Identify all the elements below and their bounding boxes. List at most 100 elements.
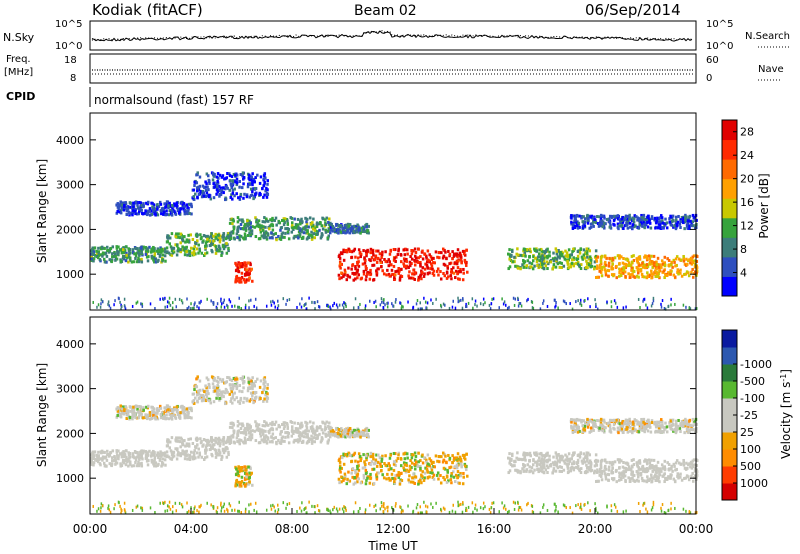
power-cell — [249, 225, 253, 229]
power-cell — [598, 222, 601, 226]
power-cell — [442, 302, 445, 306]
power-cell — [694, 219, 697, 223]
power-cell — [541, 266, 544, 270]
power-cell — [266, 219, 270, 223]
power-cell — [311, 227, 315, 231]
power-colorbar-tick-label: 24 — [740, 149, 754, 162]
power-cell — [650, 276, 653, 280]
velocity-cell — [593, 469, 596, 473]
velocity-cell — [218, 388, 221, 392]
power-cell — [111, 245, 115, 249]
velocity-cell — [166, 454, 169, 458]
power-cell — [587, 257, 591, 261]
power-cell — [311, 234, 314, 238]
power-cell — [227, 246, 230, 250]
power-cell — [655, 267, 658, 271]
power-cell — [169, 303, 172, 307]
velocity-cell — [692, 479, 695, 483]
power-cell — [108, 258, 111, 262]
velocity-cell — [247, 380, 251, 384]
power-cell — [686, 219, 690, 223]
power-cell — [183, 204, 187, 208]
power-cell — [613, 256, 617, 260]
velocity-cell — [596, 468, 599, 472]
velocity-cell — [119, 412, 122, 416]
power-cell — [694, 262, 697, 266]
power-cell — [154, 210, 157, 214]
power-cell — [397, 266, 400, 270]
velocity-cell — [552, 455, 555, 459]
power-cell — [620, 255, 623, 259]
power-cell — [354, 265, 357, 269]
power-cell — [123, 249, 127, 253]
velocity-cell — [277, 438, 280, 442]
power-cell — [204, 241, 208, 245]
power-cell — [663, 261, 666, 265]
power-cell — [581, 257, 585, 261]
power-cell — [642, 263, 646, 267]
power-cell — [624, 274, 627, 278]
power-cell — [291, 226, 294, 230]
velocity-cell — [238, 438, 241, 442]
power-cell — [463, 249, 466, 253]
velocity-cell — [640, 417, 643, 421]
power-cell — [219, 193, 223, 197]
velocity-cell — [231, 422, 234, 426]
velocity-cell — [567, 470, 570, 474]
power-cell — [380, 264, 383, 268]
power-cell — [245, 271, 248, 275]
velocity-cell — [164, 454, 167, 458]
power-cell — [643, 226, 646, 230]
velocity-cell — [523, 464, 527, 468]
power-cell — [208, 239, 212, 243]
velocity-cell — [576, 458, 580, 462]
power-cell — [230, 186, 233, 190]
power-cell — [205, 182, 208, 186]
power-cell — [157, 258, 160, 262]
velocity-cell — [165, 404, 169, 408]
power-cell — [264, 189, 267, 193]
power-cell — [653, 264, 656, 268]
power-cell — [424, 262, 427, 266]
velocity-cell — [231, 392, 235, 396]
power-cell — [275, 238, 278, 242]
power-cell — [235, 173, 239, 177]
velocity-cell — [204, 384, 207, 388]
power-cell — [646, 225, 650, 229]
power-cell — [615, 276, 618, 280]
velocity-cell — [134, 450, 137, 454]
power-cell — [152, 258, 155, 262]
power-cell — [331, 225, 335, 229]
power-cell — [396, 269, 399, 273]
power-cell — [176, 249, 179, 253]
power-cell — [261, 234, 265, 238]
power-cell — [183, 212, 187, 216]
velocity-cell — [619, 472, 622, 476]
power-cell — [211, 178, 215, 182]
power-cell — [443, 274, 447, 278]
power-cell — [632, 218, 635, 222]
power-cell — [694, 265, 697, 269]
power-cell — [253, 186, 257, 190]
power-cell — [405, 248, 409, 252]
power-cell — [264, 217, 268, 221]
velocity-cell — [341, 434, 345, 438]
power-cell — [398, 269, 401, 273]
velocity-cell — [132, 405, 135, 409]
velocity-cell — [671, 469, 674, 473]
velocity-cell — [365, 433, 369, 437]
velocity-cell — [195, 451, 199, 455]
power-cell — [542, 256, 546, 260]
velocity-cell — [694, 474, 697, 478]
velocity-cell — [579, 451, 583, 455]
power-cell — [541, 260, 544, 264]
power-cell — [327, 222, 331, 226]
power-cell — [120, 251, 124, 255]
power-cell — [391, 272, 394, 276]
velocity-cell — [655, 476, 659, 480]
power-cell — [682, 259, 686, 263]
velocity-cell — [144, 456, 148, 460]
power-cell — [225, 241, 228, 245]
velocity-cell — [190, 416, 193, 420]
power-cell — [580, 255, 584, 259]
